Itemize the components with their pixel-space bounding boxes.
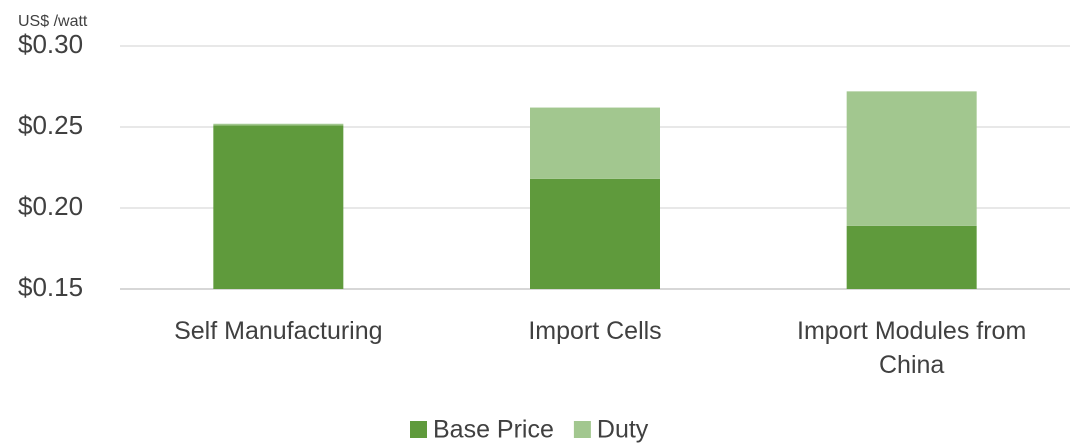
y-tick-label: $0.25: [18, 110, 83, 140]
bar-segment: [846, 91, 977, 226]
legend-swatch: [573, 421, 591, 438]
y-tick-label: $0.15: [18, 272, 83, 302]
y-tick-label: $0.30: [18, 29, 83, 59]
bar-segment: [846, 225, 977, 289]
x-tick-label: Import Modules from China: [797, 317, 1027, 379]
y-axis-label: US$ /watt: [18, 13, 88, 30]
x-tick-label: Import Cells: [528, 317, 662, 345]
bar-segment: [530, 178, 660, 289]
bar-segment: [213, 125, 344, 289]
y-tick-label: $0.20: [18, 191, 83, 221]
bar-segment: [213, 123, 344, 126]
legend-swatch: [410, 421, 427, 438]
legend-label: Base Price: [433, 416, 554, 443]
bar-segment: [530, 107, 660, 179]
x-tick-label: Self Manufacturing: [174, 317, 383, 345]
legend-label: Duty: [597, 416, 649, 443]
